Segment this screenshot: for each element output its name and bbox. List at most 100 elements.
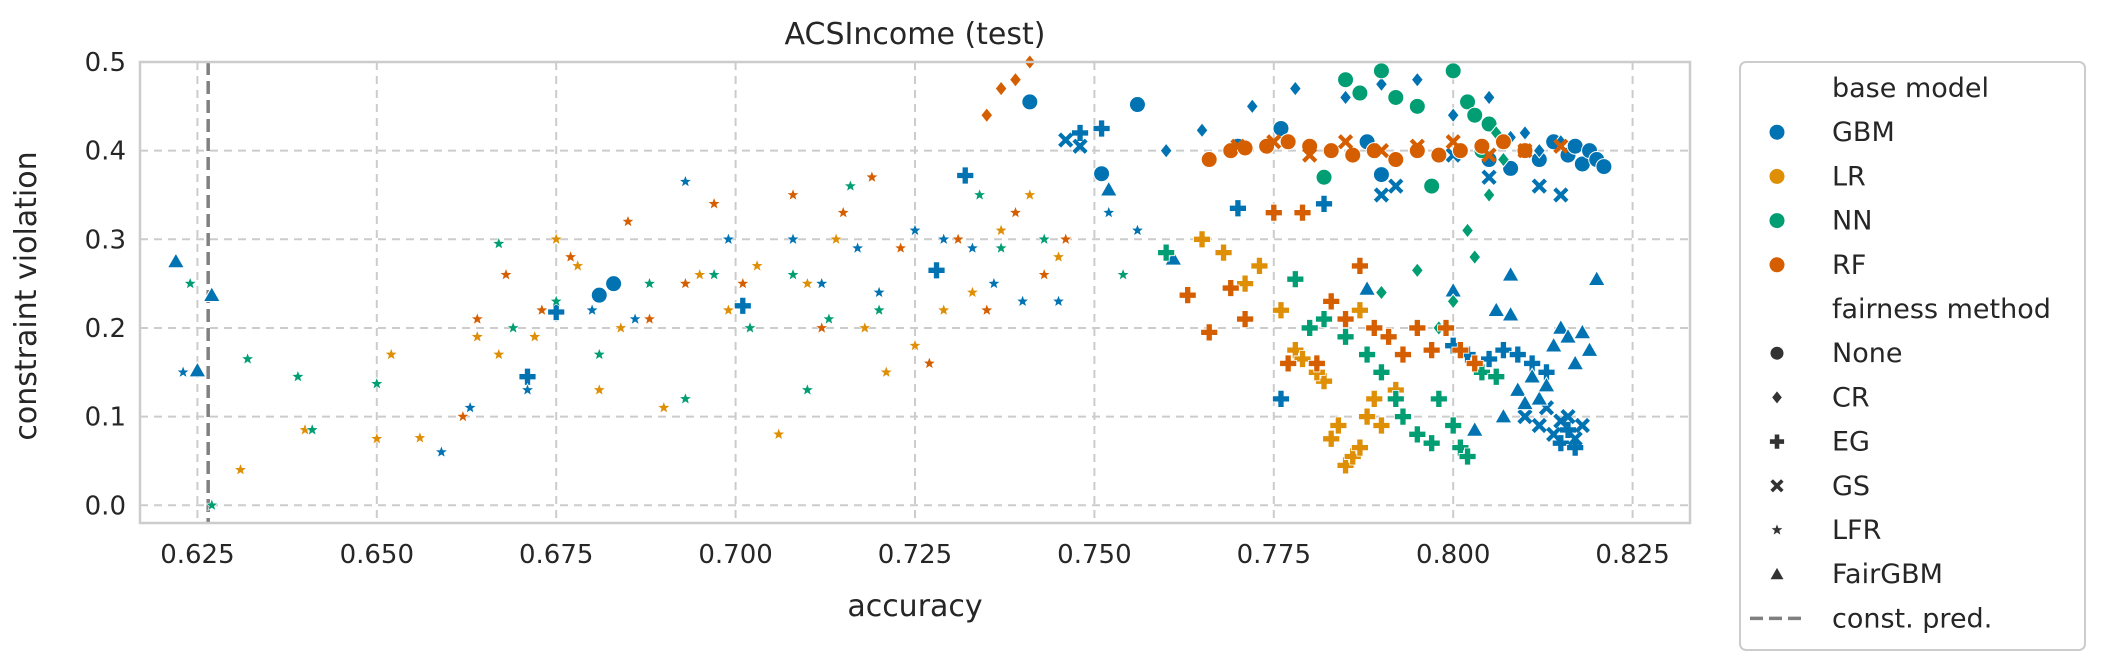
data-point-rf-eg (1322, 292, 1341, 311)
data-point-gbm-eg (956, 166, 975, 185)
data-point-nn-cr (1374, 284, 1388, 301)
data-point-gbm-lfr (1130, 223, 1145, 237)
data-point-lr-lfr (369, 431, 384, 445)
data-point-lr-lfr (570, 258, 585, 272)
data-point-rf-gs (1266, 134, 1282, 150)
data-point-rf-none (1200, 151, 1218, 169)
data-point-lr-lfr (800, 276, 815, 290)
data-point-rf-lfr (1008, 205, 1023, 219)
data-point-gbm-cr (1288, 80, 1302, 97)
data-point-nn-lfr (707, 267, 722, 281)
data-point-gbm-fairgbm (1573, 322, 1592, 340)
x-tick-label: 0.650 (340, 540, 414, 570)
data-point-nn-lfr (305, 422, 320, 436)
data-point-gbm-lfr (814, 276, 829, 290)
data-point-lr-lfr (491, 347, 506, 361)
data-point-gbm-fairgbm (1508, 380, 1528, 397)
data-point-nn-none (1444, 62, 1462, 80)
data-point-gbm-gs (1481, 169, 1497, 185)
data-point-rf-gs (1481, 147, 1497, 163)
data-point-gbm-lfr (678, 174, 693, 188)
data-point-rf-eg (1221, 279, 1240, 297)
data-point-gbm-gs (1058, 132, 1074, 148)
data-point-gbm-cr (1410, 71, 1424, 88)
data-point-nn-eg (1444, 416, 1463, 435)
data-point-gbm-fairgbm (1580, 340, 1599, 357)
data-point-gbm-gs (1553, 187, 1569, 203)
y-tick-label: 0.4 (85, 137, 126, 167)
data-point-gbm-cr (1482, 89, 1496, 106)
data-point-rf-lfr (735, 276, 750, 290)
data-point-gbm-none (1128, 96, 1146, 114)
data-point-gbm-eg (733, 296, 752, 315)
data-point-nn-cr (1482, 186, 1496, 204)
data-point-nn-cr (1496, 151, 1510, 168)
data-point-gbm-fairgbm (1501, 305, 1520, 322)
data-point-lr-eg (1336, 456, 1355, 475)
data-point-nn-lfr (785, 267, 801, 281)
data-point-nn-eg (1157, 243, 1176, 262)
data-point-rf-gs (1373, 143, 1390, 159)
data-point-lr-lfr (750, 258, 765, 272)
data-point-rf-lfr (785, 187, 801, 201)
data-point-rf-cr (980, 107, 994, 124)
data-point-nn-none (1408, 97, 1426, 115)
data-point-lr-eg (1214, 243, 1233, 262)
legend-label-none: None (1832, 338, 1902, 369)
data-point-nn-eg (1458, 447, 1477, 466)
data-point-lr-eg (1236, 274, 1254, 293)
data-point-nn-eg (1336, 327, 1355, 346)
data-point-lr-eg (1351, 438, 1369, 457)
data-point-nn-lfr (491, 236, 506, 250)
data-point-rf-lfr (470, 311, 485, 326)
data-point-rf-lfr (1037, 267, 1052, 281)
data-point-gbm-fairgbm (1537, 376, 1556, 393)
legend-marker-gbm (1768, 123, 1786, 141)
data-point-rf-eg (1408, 319, 1427, 337)
data-point-gbm-eg (1229, 199, 1247, 218)
legend-label-cr: CR (1832, 382, 1870, 413)
data-point-gbm-none (1093, 165, 1111, 183)
data-point-lr-lfr (470, 329, 485, 343)
data-point-nn-eg (1286, 270, 1305, 289)
data-point-gbm-cr (1518, 124, 1532, 142)
data-point-gbm-none (1502, 159, 1520, 177)
data-point-lr-eg (1343, 447, 1362, 466)
data-point-gbm-eg (1494, 341, 1513, 360)
legend-title-fairness-method: fairness method (1832, 294, 2051, 325)
data-point-lr-lfr (907, 338, 923, 352)
data-point-gbm-fairgbm (1558, 327, 1578, 344)
data-point-lr-lfr (965, 285, 980, 299)
legend-marker-cr (1770, 389, 1784, 406)
data-point-lr-eg (1322, 429, 1341, 448)
legend-label-rf: RF (1832, 250, 1866, 281)
plot-frame (138, 60, 1692, 525)
data-point-nn-lfr (678, 391, 693, 405)
data-point-gbm-lfr (872, 285, 887, 299)
data-point-gbm-eg (1559, 421, 1577, 439)
data-point-gbm-cr (1195, 122, 1209, 139)
data-point-gbm-fairgbm (1544, 336, 1563, 353)
data-point-lr-lfr (1051, 249, 1066, 263)
data-point-gbm-cr (1339, 89, 1353, 106)
data-point-rf-lfr (498, 267, 514, 281)
data-point-rf-gs (1337, 134, 1354, 150)
data-point-gbm-eg (1537, 363, 1556, 382)
data-point-nn-eg (1372, 363, 1391, 382)
data-point-gbm-lfr (176, 364, 191, 379)
data-point-gbm-gs (1574, 417, 1590, 434)
legend-label-fairgbm: FairGBM (1832, 559, 1943, 590)
data-point-gbm-none (1021, 93, 1039, 111)
data-point-lr-lfr (527, 329, 542, 343)
data-point-nn-eg (1315, 310, 1333, 328)
data-point-nn-eg (1300, 319, 1319, 337)
x-tick-label: 0.775 (1237, 540, 1311, 570)
chart-title: ACSIncome (test) (785, 17, 1046, 52)
data-point-gbm-eg (1315, 194, 1333, 213)
x-tick-label: 0.750 (1057, 540, 1131, 570)
data-point-rf-lfr (951, 231, 965, 246)
data-point-lr-eg (1293, 350, 1312, 368)
data-point-gbm-lfr (1015, 294, 1030, 308)
